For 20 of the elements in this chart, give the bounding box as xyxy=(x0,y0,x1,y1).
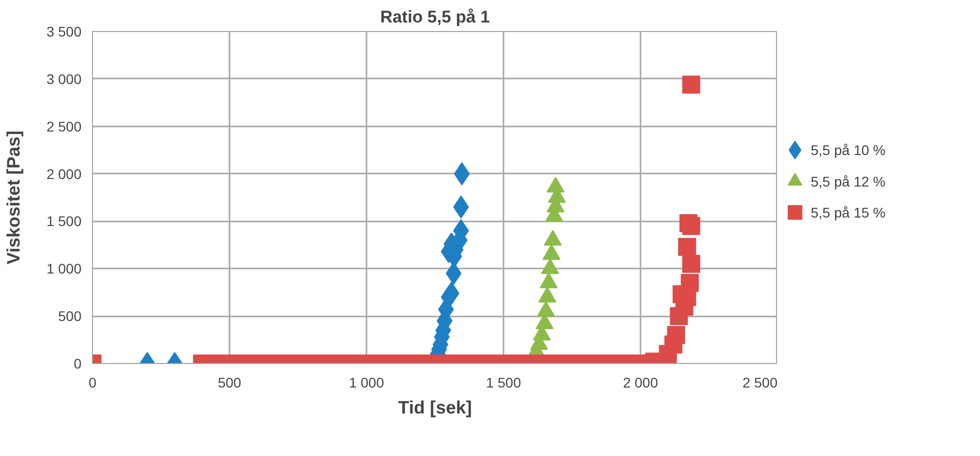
x-tick-label: 1 500 xyxy=(486,374,522,390)
chart-title: Ratio 5,5 på 1 xyxy=(380,8,490,26)
y-tick-label: 1 000 xyxy=(46,260,82,277)
x-tick-label: 2 000 xyxy=(622,374,658,390)
x-axis-title: Tid [sek] xyxy=(398,398,472,418)
y-tick-label: 500 xyxy=(58,308,82,324)
y-tick-label: 1 500 xyxy=(46,213,82,230)
x-tick-label: 500 xyxy=(218,374,242,390)
legend-label: 5,5 på 12 % xyxy=(810,173,886,190)
x-tick-label: 1 000 xyxy=(348,374,384,390)
y-tick-label: 3 000 xyxy=(46,70,82,87)
y-axis-title: Viskositet [Pas] xyxy=(3,130,24,264)
y-tick-label: 2 500 xyxy=(46,118,82,134)
legend-label: 5,5 på 10 % xyxy=(810,142,886,158)
x-tick-label: 2 500 xyxy=(742,374,778,390)
x-tick-label: 0 xyxy=(88,374,97,390)
y-tick-label: 3 500 xyxy=(46,24,82,40)
y-tick-label: 0 xyxy=(74,356,82,372)
y-tick-label: 2 000 xyxy=(46,166,82,182)
legend-label: 5,5 på 15 % xyxy=(810,204,886,220)
